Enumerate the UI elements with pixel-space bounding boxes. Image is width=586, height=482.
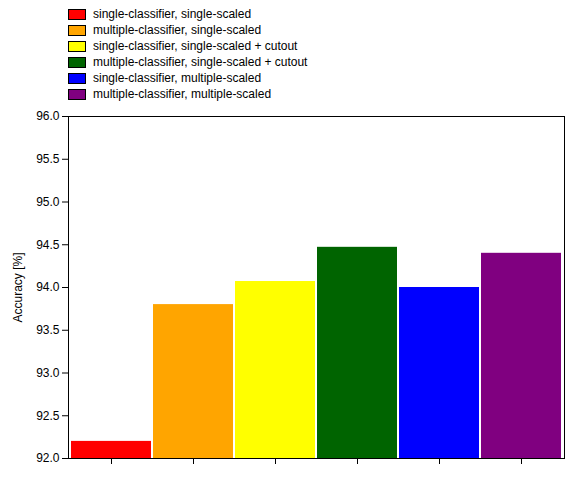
svg-text:93.0: 93.0 bbox=[36, 366, 60, 380]
svg-text:92.5: 92.5 bbox=[36, 409, 60, 423]
html-text:single-classifier, multiple-sc: single-classifier, multiple-scaled bbox=[93, 71, 262, 85]
svg-text:94.0: 94.0 bbox=[36, 280, 60, 294]
svg-text:92.0: 92.0 bbox=[36, 451, 60, 465]
html-text:single-classifier, single-scal: single-classifier, single-scaled bbox=[93, 7, 252, 21]
html-text:multiple-classifier, single-sc: multiple-classifier, single-scaled + cut… bbox=[93, 55, 308, 69]
svg-text:96.0: 96.0 bbox=[36, 109, 60, 123]
svg-text:93.5: 93.5 bbox=[36, 323, 60, 337]
html-text:multiple-classifier, single-sc: multiple-classifier, single-scaled bbox=[93, 23, 262, 37]
svg-text:95.0: 95.0 bbox=[36, 195, 60, 209]
html-text:single-classifier, single-scal: single-classifier, single-scaled + cutou… bbox=[93, 39, 298, 53]
svg-text:Accuracy [%]: Accuracy [%] bbox=[11, 252, 25, 322]
svg-text:94.5: 94.5 bbox=[36, 238, 60, 252]
html-text:multiple-classifier, multiple-: multiple-classifier, multiple-scaled bbox=[93, 87, 272, 101]
svg-text:95.5: 95.5 bbox=[36, 152, 60, 166]
